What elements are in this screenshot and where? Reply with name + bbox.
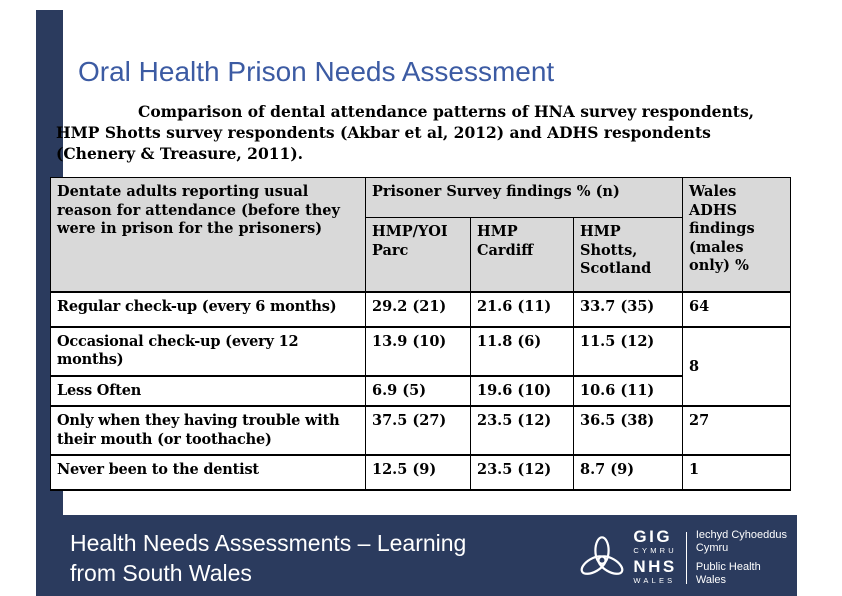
header-dentate-adults: Dentate adults reporting usual reason fo…: [50, 177, 366, 292]
table-cell: 10.6 (11): [572, 374, 684, 407]
row-label-cell: Regular check-up (every 6 months): [50, 290, 366, 327]
table-cell: 6.9 (5): [365, 374, 471, 407]
footer-caption-line: from South Wales: [70, 560, 252, 586]
table-cell: 8.7 (9): [572, 454, 684, 492]
table-cell: 33.7 (35): [572, 290, 684, 327]
table-cell: 19.6 (10): [470, 374, 574, 407]
table-row: Less Often 6.9 (5) 19.6 (10) 10.6 (11): [50, 374, 791, 407]
table-row: Occasional check-up (every 12 months) 13…: [50, 325, 792, 407]
org-line: Public Health: [695, 560, 761, 573]
table-cell: 29.2 (21): [365, 290, 471, 327]
row-label-cell: Never been to the dentist: [50, 454, 366, 492]
row-label-cell: Less Often: [50, 374, 366, 407]
table-cell-merged: 8: [682, 325, 792, 407]
attendance-table: Dentate adults reporting usual reason fo…: [50, 177, 792, 492]
table-caption: Comparison of dental attendance patterns…: [56, 101, 798, 164]
header-hmp-cardiff: HMP Cardiff: [470, 217, 574, 292]
table-cell: 64: [682, 290, 792, 327]
caption-line: Comparison of dental attendance patterns…: [138, 102, 755, 121]
org-line: Cymru: [695, 541, 729, 554]
org-line: Iechyd Cyhoeddus: [695, 528, 787, 541]
table-cell: 11.8 (6): [470, 325, 574, 377]
org-line: Wales: [695, 573, 727, 586]
logo-divider: [685, 531, 687, 584]
header-row-2: HMP/YOI Parc HMP Cardiff HMP Shotts, Sco…: [51, 217, 791, 292]
table-row: Never been to the dentist 12.5 (9) 23.5 …: [50, 454, 792, 492]
footer-bar: Health Needs Assessments – Learning from…: [36, 515, 797, 596]
header-wales-adhs: Wales ADHS findings (males only) %: [682, 177, 792, 292]
footer-caption: Health Needs Assessments – Learning from…: [70, 528, 466, 588]
logo-gig-text: GIG: [633, 527, 673, 546]
header-prisoner-survey-group: Prisoner Survey findings % (n): [364, 177, 684, 218]
celtic-knot-icon: [580, 532, 624, 584]
table-cell: 13.9 (10): [365, 325, 471, 377]
logo-cymru-text: CYMRU: [633, 546, 677, 555]
table-cell: 23.5 (12): [470, 454, 574, 492]
row-label-cell: Occasional check-up (every 12 months): [50, 325, 366, 377]
table-row: Only when they having trouble with their…: [50, 405, 792, 456]
row-label-cell: Only when they having trouble with their…: [50, 405, 366, 456]
footer-caption-line: Health Needs Assessments – Learning: [70, 530, 467, 556]
table-cell: 36.5 (38): [572, 405, 684, 456]
caption-line: HMP Shotts survey respondents (Akbar et …: [56, 123, 711, 142]
logo-nhs-text: NHS: [633, 556, 677, 576]
table-cell: 11.5 (12): [572, 325, 684, 377]
logo-wales-text: WALES: [633, 575, 676, 585]
nhs-wales-wordmark: GIG CYMRU NHS WALES: [633, 528, 677, 587]
table-cell: 37.5 (27): [365, 405, 471, 456]
public-health-wales-text: Iechyd Cyhoeddus Cymru Public Health Wal…: [696, 529, 787, 587]
header-hmp-shotts: HMP Shotts, Scotland: [572, 217, 684, 292]
header-hmp-yoi-parc: HMP/YOI Parc: [365, 217, 471, 292]
page-title: Oral Health Prison Needs Assessment: [78, 56, 555, 87]
caption-line: (Chenery & Treasure, 2011).: [56, 144, 304, 163]
table-cell: 1: [682, 454, 792, 492]
table-cell: 23.5 (12): [470, 405, 574, 456]
table-cell: 12.5 (9): [365, 454, 471, 492]
table-row: Regular check-up (every 6 months) 29.2 (…: [50, 290, 792, 327]
table-cell: 27: [682, 405, 792, 456]
header-row-1: Dentate adults reporting usual reason fo…: [50, 177, 792, 292]
table-cell: 21.6 (11): [470, 290, 574, 327]
nhs-wales-logo: GIG CYMRU NHS WALES Iechyd Cyhoeddus Cym…: [580, 528, 787, 587]
